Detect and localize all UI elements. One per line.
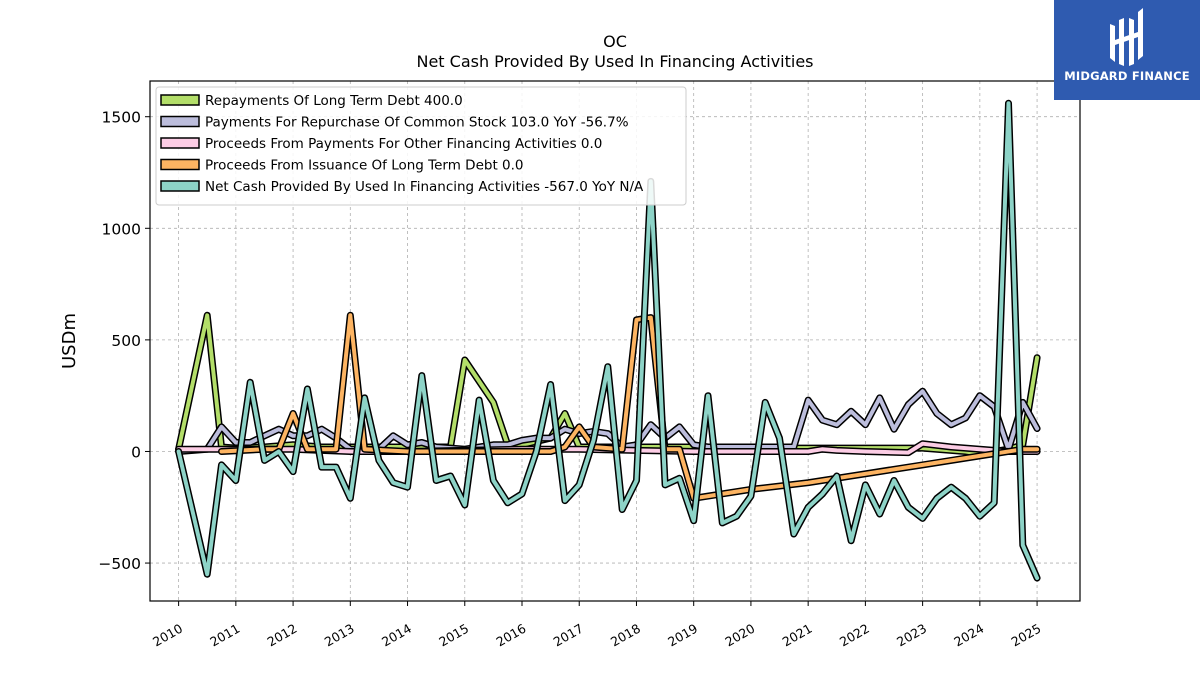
x-tick-label: 2018	[608, 621, 643, 650]
logo-mark-icon	[1110, 8, 1143, 66]
legend-label: Proceeds From Issuance Of Long Term Debt…	[205, 158, 524, 174]
x-tick-label: 2013	[322, 621, 357, 650]
series-line	[176, 101, 1040, 580]
x-tick-label: 2025	[1009, 621, 1044, 650]
legend-label: Repayments Of Long Term Debt 400.0	[205, 93, 463, 109]
legend-label: Proceeds From Payments For Other Financi…	[205, 136, 602, 152]
legend-swatch	[160, 180, 200, 192]
legend-swatch	[160, 158, 200, 171]
x-tick-label: 2010	[150, 621, 185, 650]
x-tick-label: 2016	[493, 621, 528, 650]
brand-logo: MIDGARD FINANCE	[1054, 0, 1200, 100]
legend: Repayments Of Long Term Debt 400.0 Paymen…	[155, 86, 687, 206]
x-tick-label: 2019	[665, 621, 700, 650]
legend-swatch	[160, 115, 200, 128]
legend-label: Payments For Repurchase Of Common Stock …	[205, 115, 629, 131]
y-axis-label: USDm	[59, 313, 80, 369]
chart-title: OC	[603, 32, 627, 51]
y-tick-label: 1500	[102, 109, 141, 127]
x-tick-label: 2022	[837, 621, 872, 650]
x-tick-label: 2024	[951, 621, 986, 650]
x-tick-label: 2021	[780, 621, 815, 650]
series-4	[218, 311, 1041, 502]
x-tick-label: 2011	[207, 621, 242, 650]
series-5	[175, 99, 1041, 582]
series-lines	[175, 99, 1041, 582]
y-tick-label: 500	[111, 332, 141, 350]
plot-frame	[149, 80, 1081, 602]
legend-label: Net Cash Provided By Used In Financing A…	[205, 179, 644, 195]
x-tick-label: 2015	[436, 621, 471, 650]
series-line	[219, 313, 1040, 501]
legend-box	[155, 86, 687, 206]
x-tick-label: 2014	[379, 621, 414, 650]
legend-swatch	[160, 137, 200, 149]
series-line-outline	[218, 311, 1041, 502]
x-tick-label: 2017	[551, 621, 586, 650]
chart-subtitle: Net Cash Provided By Used In Financing A…	[416, 52, 813, 71]
y-tick-label: 1000	[102, 220, 141, 238]
logo-text: MIDGARD FINANCE	[1064, 69, 1190, 83]
x-tick-label: 2020	[722, 621, 757, 650]
x-tick-label: 2012	[265, 621, 300, 650]
legend-swatch	[160, 94, 200, 106]
y-tick-label: −500	[98, 555, 141, 573]
y-tick-label: 0	[131, 443, 141, 461]
x-tick-label: 2023	[894, 621, 929, 650]
